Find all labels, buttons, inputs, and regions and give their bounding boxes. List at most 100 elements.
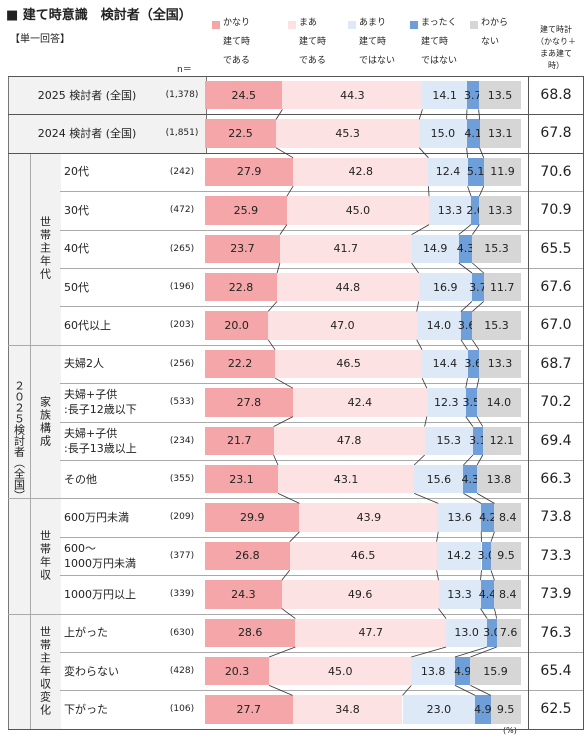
- connector-line: [479, 147, 485, 158]
- row-total: 65.5: [540, 240, 572, 257]
- legend-text: 建て時: [299, 37, 327, 47]
- row-label: 40代: [64, 242, 89, 256]
- bar-value-label: 4.2: [479, 511, 497, 525]
- bar-segment: 12.4: [428, 157, 468, 187]
- row-n: (242): [169, 166, 195, 177]
- connector-line: [436, 531, 439, 542]
- bar-segment: 46.5: [275, 349, 423, 379]
- connector-line: [472, 224, 480, 235]
- bar-segment: 3.6: [465, 349, 482, 379]
- bar-value-label: 3.7: [464, 88, 482, 102]
- bar-segment: 9.5: [490, 695, 521, 724]
- connector-line: [411, 224, 430, 235]
- row-label: 2025 検討者 (全国): [37, 88, 137, 102]
- bar-value-label: 14.1: [432, 88, 457, 102]
- legend-text: あまり: [359, 18, 387, 28]
- bar-segment: 13.8: [411, 657, 455, 686]
- bar-segment: 34.8: [292, 695, 403, 724]
- bar-segment: 29.9: [205, 503, 300, 532]
- legend-text: 建て時: [421, 37, 449, 47]
- bar-value-label: 43.9: [356, 511, 382, 525]
- bar-value-label: 45.3: [335, 127, 360, 141]
- bar-segment: 4.9: [453, 657, 472, 686]
- connector-line: [472, 262, 484, 274]
- connector-line: [273, 454, 279, 466]
- total-header-line-3: まあ建て: [540, 49, 572, 58]
- row-total: 70.6: [540, 163, 572, 180]
- bar-value-label: 9.5: [496, 703, 515, 717]
- bar-segment: 47.8: [273, 426, 425, 455]
- bar-value-label: 13.3: [487, 357, 513, 371]
- bar-value-label: 3.0: [477, 549, 495, 563]
- row-divider: [8, 344, 584, 346]
- bar-segment: 13.3: [478, 349, 521, 379]
- row-label: 1000万円以上: [64, 587, 136, 601]
- bar-segment: 15.3: [472, 311, 521, 340]
- connector-line: [416, 339, 423, 350]
- bar-segment: 22.8: [205, 273, 278, 302]
- connector-line: [478, 109, 481, 120]
- bar-segment: 42.8: [293, 157, 429, 187]
- connector-line: [267, 301, 278, 312]
- legend-text: ではない: [421, 56, 458, 66]
- row-label: 50代: [64, 280, 89, 294]
- bar-segment: 26.8: [205, 541, 290, 571]
- bar-value-label: 4.3: [461, 472, 480, 486]
- bar-value-label: 3.5: [462, 395, 480, 409]
- bar-value-label: 46.5: [350, 549, 376, 563]
- bar-value-label: 13.8: [420, 664, 446, 678]
- connector-line: [472, 339, 480, 351]
- bar-value-label: 45.0: [327, 664, 353, 678]
- bar-value-label: 24.3: [231, 587, 256, 601]
- bar-segment: 21.7: [205, 426, 274, 455]
- bar-segment: 3.7: [469, 273, 487, 302]
- bar-value-label: 13.1: [488, 127, 513, 141]
- row-divider: [8, 613, 584, 615]
- row-n: (1,378): [165, 90, 199, 100]
- bar-value-label: 7.6: [499, 626, 518, 640]
- bar-value-label: 4.9: [453, 664, 472, 678]
- total-header-line-4: 時）: [548, 61, 564, 70]
- legend-swatch: [470, 21, 478, 29]
- connector-line: [466, 147, 468, 158]
- connector-line: [438, 608, 447, 619]
- row-label: 夫婦+子供 :長子13歳以上: [64, 426, 137, 455]
- bar-value-label: 13.3: [447, 587, 472, 601]
- bar-segment: 3.0: [483, 618, 501, 647]
- bar-value-label: 8.4: [498, 511, 517, 525]
- group-label-text: 世帯主年代: [38, 216, 52, 282]
- row-divider: [8, 114, 584, 116]
- row-n: (203): [169, 320, 195, 331]
- connector-line: [275, 147, 294, 159]
- bar-segment: 14.4: [422, 349, 468, 379]
- connector-line: [268, 685, 293, 696]
- group-label-text: 世帯年収: [38, 529, 52, 582]
- bar-value-label: 20.3: [224, 664, 250, 678]
- bar-value-label: 8.4: [498, 587, 517, 601]
- bar-value-label: 13.8: [486, 472, 512, 486]
- n-header: n＝: [177, 65, 192, 75]
- bar-value-label: 4.3: [456, 242, 475, 256]
- connector-line: [402, 685, 412, 696]
- legend-text: まったく: [421, 18, 457, 28]
- connector-line: [490, 570, 495, 581]
- bar-segment: 42.4: [292, 388, 427, 417]
- legend-swatch: [410, 21, 418, 29]
- row-total: 67.8: [540, 125, 572, 142]
- bar-segment: 24.5: [205, 81, 283, 110]
- bar-value-label: 12.4: [435, 165, 461, 179]
- row-n: (265): [169, 243, 195, 254]
- connector-line: [274, 377, 294, 389]
- row-divider: [60, 268, 584, 269]
- connector-line: [476, 378, 480, 389]
- row-divider: [60, 191, 584, 193]
- row-n: (1,851): [165, 128, 199, 139]
- bar-value-label: 22.2: [227, 357, 253, 371]
- bar-value-label: 47.8: [336, 434, 362, 448]
- bar-value-label: 15.3: [436, 434, 462, 448]
- outer-group-label: ２０２５検討者（全国）: [9, 153, 29, 729]
- row-total: 62.5: [540, 701, 572, 718]
- bar-segment: 11.7: [483, 273, 521, 302]
- row-n: (256): [169, 358, 195, 369]
- bar-value-label: 47.7: [358, 626, 383, 640]
